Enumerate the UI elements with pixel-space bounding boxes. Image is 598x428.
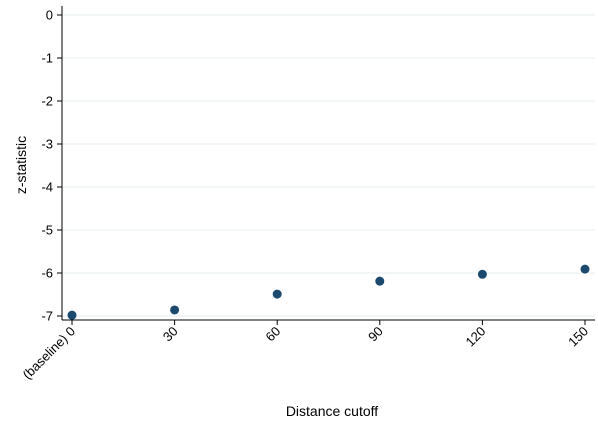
y-tick-label: -7 [41, 309, 53, 324]
y-tick-label: -1 [41, 51, 53, 66]
y-axis-ticks: 0 -1 -2 -3 -4 -5 -6 -7 [41, 8, 62, 324]
x-axis-title: Distance cutoff [286, 403, 378, 419]
data-point [375, 276, 385, 286]
y-tick-label: -2 [41, 94, 53, 109]
y-tick-label: -6 [41, 266, 53, 281]
y-tick-label: 0 [46, 8, 53, 23]
x-tick-label: 150 [565, 324, 591, 350]
y-tick-label: -4 [41, 180, 53, 195]
x-axis-ticks: (baseline) 0 30 60 90 120 150 [19, 320, 591, 382]
data-point [580, 264, 590, 274]
gridlines [62, 14, 595, 317]
data-points [67, 264, 590, 320]
x-tick-label: 30 [160, 324, 181, 345]
data-point [272, 289, 282, 299]
x-tick-label: 60 [262, 324, 283, 345]
y-axis-title: z-statistic [13, 136, 29, 194]
x-tick-label: 90 [365, 324, 386, 345]
data-point [477, 269, 487, 279]
data-point [170, 305, 180, 315]
x-tick-label: (baseline) 0 [19, 324, 78, 383]
x-tick-label: 120 [463, 324, 489, 350]
y-tick-label: -5 [41, 223, 53, 238]
data-point [67, 310, 77, 320]
y-tick-label: -3 [41, 137, 53, 152]
